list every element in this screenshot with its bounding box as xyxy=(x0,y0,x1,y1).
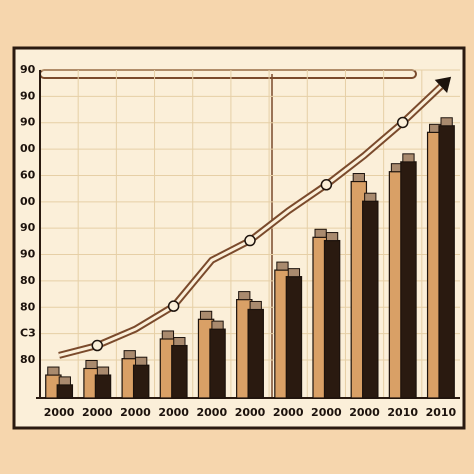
bar-cap xyxy=(238,291,251,301)
bar xyxy=(94,374,112,399)
bar-cap xyxy=(211,320,224,330)
x-tick-label: 2000 xyxy=(311,406,342,419)
y-tick-label: 80 xyxy=(20,300,36,313)
bar-cap xyxy=(58,376,71,386)
bar-cap xyxy=(364,192,377,202)
bar xyxy=(171,344,188,399)
bar-cap xyxy=(314,228,327,238)
x-tick-label: 2000 xyxy=(197,406,228,419)
bar xyxy=(323,239,341,399)
y-tick-label: 80 xyxy=(20,353,36,366)
bar xyxy=(362,200,379,399)
x-tick-label: 2000 xyxy=(120,406,151,419)
arrow-head xyxy=(434,76,452,93)
y-tick-label: 00 xyxy=(20,142,36,155)
x-tick-label: 2000 xyxy=(349,406,380,419)
bar-cap xyxy=(440,117,453,127)
bar xyxy=(247,308,264,399)
bar-cap xyxy=(352,173,365,183)
x-tick-label: 2000 xyxy=(273,406,304,419)
y-tick-label: 90 xyxy=(20,116,36,129)
bar xyxy=(56,384,74,399)
line-marker xyxy=(167,300,180,312)
top-bar xyxy=(39,69,417,79)
bar-cap xyxy=(287,268,301,278)
x-tick-label: 2000 xyxy=(158,406,189,419)
y-tick-label: 90 xyxy=(20,63,36,76)
bar xyxy=(285,276,303,399)
bar xyxy=(438,125,455,399)
bar-cap xyxy=(173,337,186,347)
bar xyxy=(132,364,150,399)
bar-cap xyxy=(135,356,148,366)
x-tick-label: 2000 xyxy=(82,406,113,419)
bar-cap xyxy=(123,350,136,360)
bar-cap xyxy=(85,359,98,369)
y-tick-label: C3 xyxy=(20,327,36,340)
line-marker xyxy=(320,179,333,191)
line-marker xyxy=(244,234,256,247)
y-tick-label: 60 xyxy=(20,168,36,181)
y-tick-label: 90 xyxy=(20,221,36,234)
bar xyxy=(400,161,417,399)
bar-cap xyxy=(402,153,415,163)
bar-cap xyxy=(276,261,289,271)
y-tick-label: 90 xyxy=(20,89,36,102)
x-tick-label: 2000 xyxy=(44,406,75,419)
y-tick-label: 80 xyxy=(20,274,36,287)
x-tick-label: 2010 xyxy=(426,406,457,419)
line-marker xyxy=(396,116,409,129)
bar xyxy=(209,328,226,399)
bar-cap xyxy=(199,310,213,320)
bar-cap xyxy=(47,366,60,376)
y-tick-label: 00 xyxy=(20,195,36,208)
bar-cap xyxy=(96,366,110,376)
bar-cap xyxy=(325,232,339,242)
bar-cap xyxy=(161,330,175,340)
line-marker xyxy=(91,339,104,352)
bar-cap xyxy=(249,300,262,310)
x-tick-label: 2000 xyxy=(235,406,266,419)
y-tick-label: 90 xyxy=(20,248,36,261)
x-tick-label: 2010 xyxy=(387,406,418,419)
